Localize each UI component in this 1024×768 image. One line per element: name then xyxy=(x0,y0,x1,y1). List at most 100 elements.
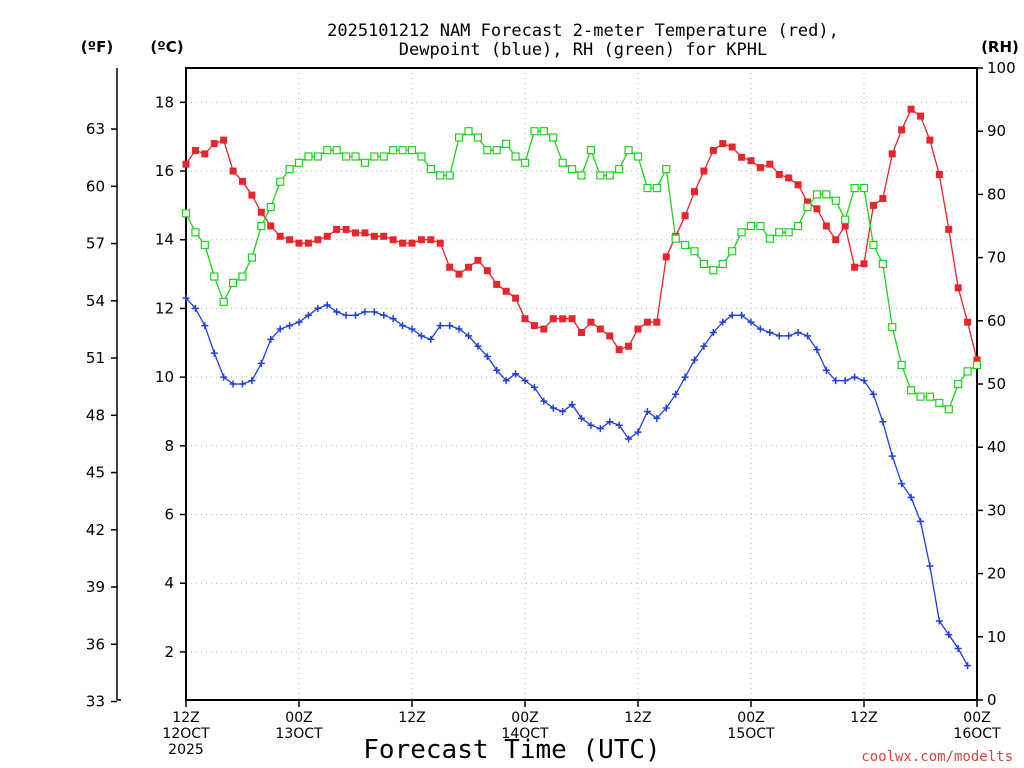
temperature-point xyxy=(549,315,557,323)
rh-tick-label: 10 xyxy=(987,628,1006,646)
fahrenheit-tick-label: 36 xyxy=(86,635,105,653)
temperature-point xyxy=(606,332,614,340)
dewpoint-point xyxy=(898,480,906,488)
temperature-point xyxy=(738,153,746,161)
temperature-point xyxy=(521,315,529,323)
temperature-point xyxy=(596,325,604,333)
dewpoint-point xyxy=(191,304,199,312)
temperature-point xyxy=(483,267,491,275)
rh-point xyxy=(643,183,652,193)
rh-point xyxy=(793,221,803,231)
rh-point xyxy=(680,240,690,250)
dewpoint-point xyxy=(352,311,359,319)
dewpoint-point xyxy=(766,328,774,336)
dewpoint-point xyxy=(935,617,943,625)
rh-point xyxy=(473,133,483,142)
rh-point xyxy=(963,367,972,376)
rh-point xyxy=(822,190,831,199)
temperature-point xyxy=(502,287,510,295)
temperature-point xyxy=(691,188,698,196)
rh-point xyxy=(624,146,633,155)
dewpoint-point xyxy=(578,414,585,422)
rh-point xyxy=(662,165,671,174)
temperature-point xyxy=(728,143,736,151)
dewpoint-point xyxy=(559,407,567,415)
temperature-point xyxy=(879,195,887,203)
dewpoint-point xyxy=(220,373,228,381)
temperature-point xyxy=(775,170,783,178)
dewpoint-point xyxy=(248,377,256,385)
temperature-point xyxy=(700,167,708,175)
rh-point xyxy=(878,259,887,269)
dewpoint-point xyxy=(474,342,482,350)
dewpoint-point xyxy=(813,346,821,354)
temperature-point xyxy=(530,322,538,330)
rh-point xyxy=(266,202,275,212)
dewpoint-point xyxy=(239,380,246,388)
fahrenheit-tick-label: 63 xyxy=(86,120,105,138)
dewpoint-point xyxy=(295,318,303,326)
rh-point xyxy=(389,146,398,155)
rh-point xyxy=(841,215,850,224)
dewpoint-point xyxy=(446,322,454,330)
temperature-point xyxy=(954,284,962,292)
temperature-point xyxy=(578,328,585,336)
temperature-point xyxy=(474,256,482,264)
dewpoint-point xyxy=(879,418,887,426)
rh-tick-label: 30 xyxy=(987,501,1006,519)
temperature-point xyxy=(342,225,350,233)
x-tick-label: 16OCT xyxy=(953,726,1001,742)
temperature-point xyxy=(399,239,407,247)
temperature-point xyxy=(587,318,595,326)
temperature-point xyxy=(568,315,576,323)
x-tick-label: 12Z xyxy=(624,710,651,726)
dewpoint-point xyxy=(380,311,388,319)
credit-label: coolwx.com/modelts xyxy=(861,749,1013,765)
dewpoint-point xyxy=(822,366,830,374)
celsius-tick-label: 2 xyxy=(164,643,174,661)
temperature-point xyxy=(869,201,877,209)
rh-tick-label: 40 xyxy=(987,438,1006,456)
rh-point xyxy=(737,228,746,237)
dewpoint-line xyxy=(185,297,969,667)
dewpoint-point xyxy=(502,377,510,385)
dewpoint-point xyxy=(465,332,472,340)
rh-point xyxy=(906,386,916,395)
temperature-point xyxy=(286,236,294,244)
dewpoint-point xyxy=(691,356,698,364)
dewpoint-point xyxy=(210,349,218,357)
temperature-point xyxy=(766,160,774,168)
dewpoint-point xyxy=(417,332,425,340)
data-series xyxy=(181,105,982,670)
temperature-point xyxy=(276,232,284,240)
rh-point xyxy=(775,228,784,237)
rh-tick-label: 20 xyxy=(987,565,1006,583)
temperature-point xyxy=(917,112,924,120)
rh-point xyxy=(313,152,322,161)
temperature-point xyxy=(907,105,915,113)
temperature-point xyxy=(615,346,623,354)
temperature-point xyxy=(832,236,840,244)
dewpoint-point xyxy=(860,377,868,385)
rh-point xyxy=(436,171,445,180)
rh-point xyxy=(398,146,407,155)
rh-point xyxy=(728,247,737,256)
dewpoint-point xyxy=(483,353,491,361)
rh-point xyxy=(257,221,266,231)
rh-point xyxy=(577,171,586,180)
dewpoint-point xyxy=(606,418,614,426)
temperature-point xyxy=(436,239,444,247)
dewpoint-point xyxy=(455,325,463,333)
temperature-line xyxy=(185,108,978,361)
rh-point xyxy=(812,190,822,199)
temperature-point xyxy=(709,146,717,154)
dewpoint-point xyxy=(700,342,708,350)
dewpoint-point xyxy=(653,414,661,422)
dewpoint-point xyxy=(832,377,840,385)
rh-point xyxy=(972,360,982,370)
temperature-point xyxy=(888,150,896,158)
dewpoint-point xyxy=(333,308,341,316)
rh-point xyxy=(652,183,661,193)
rh-point xyxy=(586,146,596,155)
temperature-point xyxy=(333,225,341,233)
